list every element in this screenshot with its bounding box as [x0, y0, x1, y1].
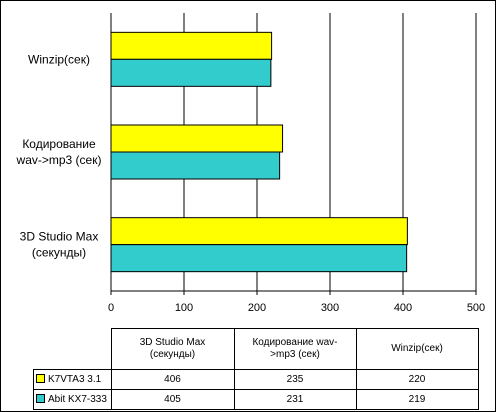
table-header-line: >mp3 (сек)	[270, 349, 320, 360]
table-cell: 219	[355, 389, 479, 410]
legend-label: K7VTA3 3.1	[48, 374, 102, 385]
legend-swatch	[36, 394, 45, 403]
bar	[110, 58, 272, 87]
x-tick-label: 500	[467, 302, 485, 314]
bar-chart: 0 100 200 300 400 500 3D Studio Max (секунды) Ко…	[16, 13, 485, 314]
table-header-3dsmax: 3D Studio Max (секунды)	[110, 328, 235, 370]
x-tick-label: 0	[108, 302, 114, 314]
table-header-winzip: Winzip(сек)	[355, 328, 479, 370]
table-header-row: 3D Studio Max (секунды) Кодирование wav- >…	[33, 328, 479, 370]
bar	[110, 244, 408, 273]
table-cell: 231	[233, 389, 357, 410]
category-label: wav->mp3 (сек)	[16, 153, 102, 167]
table-cell: 235	[233, 369, 357, 390]
table-cell: 220	[355, 369, 479, 390]
table-header-line: (секунды)	[149, 349, 196, 360]
legend-swatch	[36, 374, 45, 383]
table-row: K7VTA3 3.1 406 235 220	[33, 369, 479, 390]
bar	[110, 31, 273, 60]
legend-entry-k7vta3: K7VTA3 3.1	[33, 369, 112, 390]
x-tick-label: 400	[394, 302, 412, 314]
table-header-mp3: Кодирование wav- >mp3 (сек)	[233, 328, 357, 370]
x-tick-label: 300	[321, 302, 339, 314]
table-cell: 406	[110, 369, 235, 390]
legend-entry-abit: Abit KX7-333	[33, 389, 112, 410]
table-cell: 405	[110, 389, 235, 410]
table-header-line: 3D Studio Max	[139, 337, 206, 348]
legend-label: Abit KX7-333	[48, 394, 107, 405]
data-table: 3D Studio Max (секунды) Кодирование wav- >…	[33, 328, 479, 410]
table-row: Abit KX7-333 405 231 219	[33, 389, 479, 410]
bar	[110, 124, 284, 153]
x-tick-label: 100	[175, 302, 193, 314]
x-tick-label: 200	[248, 302, 266, 314]
table-corner	[33, 328, 111, 370]
category-label: Кодирование	[22, 137, 96, 151]
bar	[110, 151, 281, 180]
category-label: Winzip(сек)	[28, 52, 90, 66]
category-label: 3D Studio Max	[20, 230, 99, 244]
bar	[110, 217, 408, 246]
table-header-line: Winzip(сек)	[391, 343, 443, 354]
table-header-line: Кодирование wav-	[252, 337, 338, 348]
category-label: (секунды)	[32, 246, 86, 260]
